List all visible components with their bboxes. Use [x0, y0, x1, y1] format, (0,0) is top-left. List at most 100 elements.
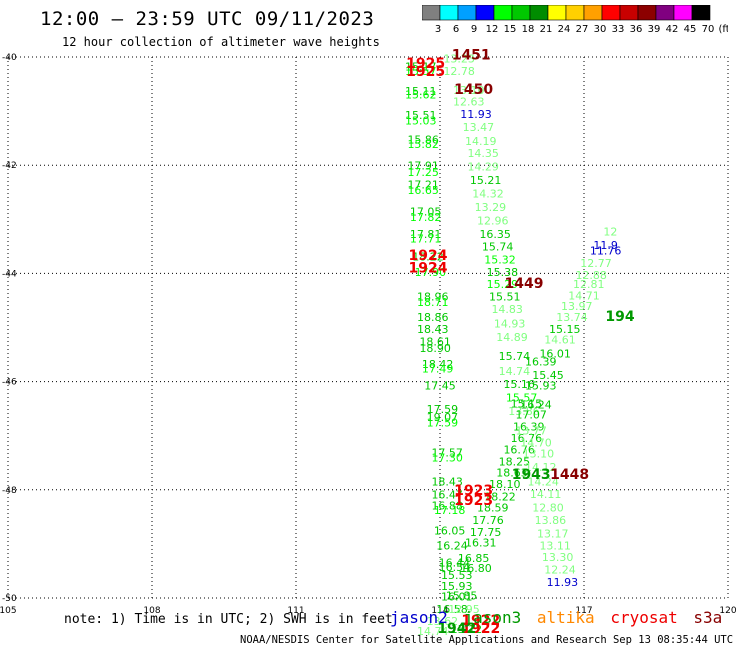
- y-tick-label: -44: [2, 269, 17, 279]
- data-point: 14.19: [465, 135, 497, 148]
- data-point: 13.10: [523, 447, 555, 460]
- data-point: 18.43: [417, 323, 449, 336]
- data-point: 13.86: [508, 405, 540, 418]
- data-point: 13.77: [515, 425, 547, 438]
- data-point: 15.03: [405, 115, 437, 128]
- colorbar-label: 45: [684, 24, 697, 35]
- x-tick-label: 117: [575, 606, 592, 616]
- data-point: 15.74: [482, 241, 514, 254]
- time-label: 1450: [454, 82, 493, 98]
- data-point: 15.51: [489, 290, 521, 303]
- colorbar-label: 42: [666, 24, 679, 35]
- data-point: 17.07: [515, 408, 547, 421]
- data-point: 16.76: [503, 444, 535, 457]
- y-tick-label: -46: [2, 378, 17, 388]
- data-point: 17.05: [410, 206, 442, 219]
- data-point: 17.71: [410, 233, 442, 246]
- data-point: 15.12: [451, 623, 483, 636]
- data-point: 17.75: [470, 526, 502, 539]
- data-point: 15.15: [549, 323, 581, 336]
- colorbar-label: 30: [594, 24, 607, 35]
- colorbar-label: 27: [576, 24, 589, 35]
- data-point: 18.96: [417, 290, 449, 303]
- data-point: 12.24: [544, 564, 576, 577]
- data-point: 18.43: [431, 475, 463, 488]
- data-point: 12.88: [575, 269, 607, 282]
- data-point: 14.93: [494, 318, 526, 331]
- time-label: 1942: [437, 621, 476, 637]
- data-point: 16.35: [479, 228, 511, 241]
- data-point: 14.83: [491, 303, 523, 316]
- data-point: 16.31: [465, 537, 497, 550]
- data-point: 13.10: [453, 84, 485, 97]
- legend-cryosat: cryosat: [610, 608, 678, 627]
- data-point: 15.32: [484, 254, 516, 267]
- data-point: 18.63: [496, 466, 528, 479]
- footnote: note: 1) Time is in UTC; 2) SWH is in fe…: [64, 612, 393, 627]
- data-point: 13.29: [475, 201, 507, 214]
- legend-altika: altika: [536, 608, 595, 627]
- satellite-legend: jason2 jason3 altika cryosat s3a: [390, 608, 728, 627]
- data-point: 17.81: [410, 228, 442, 241]
- colorbar-label: 70: [702, 24, 715, 35]
- legend-s3a: s3a: [693, 608, 723, 627]
- data-point: 13.30: [542, 551, 574, 564]
- data-point: 18.10: [489, 478, 521, 491]
- data-point: 15.51: [405, 109, 437, 122]
- time-label: 1943: [512, 467, 551, 483]
- data-point: 16.47: [431, 488, 463, 501]
- data-point: 14.11: [530, 488, 562, 501]
- x-tick-label: 114: [431, 606, 448, 616]
- data-point: 15.93: [441, 580, 473, 593]
- data-point: 12.81: [573, 278, 605, 291]
- time-label: 1924: [409, 260, 448, 276]
- data-point: 12.63: [453, 96, 485, 109]
- data-point: 14.29: [467, 161, 499, 174]
- data-point: 15.17: [405, 61, 437, 74]
- data-point: 17.49: [422, 362, 454, 375]
- data-point: 14.32: [472, 188, 504, 201]
- data-point: 13.74: [556, 311, 588, 324]
- data-point: 17.25: [407, 166, 439, 179]
- data-point: 18.61: [419, 335, 451, 348]
- data-point: 17.45: [424, 380, 456, 393]
- data-point: 14.71: [568, 289, 600, 302]
- data-point: 16.85: [458, 552, 490, 565]
- colorbar-label: 18: [522, 24, 535, 35]
- data-point: 17.76: [472, 514, 504, 527]
- data-point: 16.80: [460, 562, 492, 575]
- time-label: 1923: [454, 483, 493, 499]
- data-point: 16.39: [513, 420, 545, 433]
- data-point: 18.25: [499, 455, 531, 468]
- data-point: 14.24: [527, 475, 559, 488]
- data-point: 17.30: [431, 452, 463, 465]
- data-point: 17.59: [427, 403, 459, 416]
- colorbar-label: 21: [540, 24, 553, 35]
- data-point: 15.62: [405, 89, 437, 102]
- data-point: 16.24: [436, 539, 468, 552]
- y-tick-label: -42: [2, 161, 17, 171]
- data-point: 13.86: [535, 514, 567, 527]
- data-point: 16.01: [539, 347, 571, 360]
- time-label: 1448: [550, 467, 589, 483]
- data-point: 15.11: [405, 85, 437, 98]
- data-point: 16.44: [439, 557, 471, 570]
- time-label: 1451: [452, 48, 491, 64]
- data-point: 17.57: [431, 446, 463, 459]
- data-point: 17.82: [410, 211, 442, 224]
- data-point: 13.62: [427, 615, 459, 628]
- chart-subtitle: 12 hour collection of altimeter wave hei…: [62, 35, 380, 49]
- data-point: 15.53: [441, 569, 473, 582]
- y-tick-label: -50: [2, 594, 17, 604]
- data-point: 16.05: [434, 525, 466, 538]
- colorbar-label: 33: [612, 24, 625, 35]
- data-point: 12.77: [580, 257, 612, 270]
- data-point: 16.54: [439, 561, 471, 574]
- data-point: 12.95: [448, 603, 480, 616]
- data-point: 15.93: [525, 380, 557, 393]
- data-point: 18.22: [484, 491, 516, 504]
- legend-jason3: jason3: [463, 608, 522, 627]
- chart-title: 12:00 – 23:59 UTC 09/11/2023: [40, 8, 375, 30]
